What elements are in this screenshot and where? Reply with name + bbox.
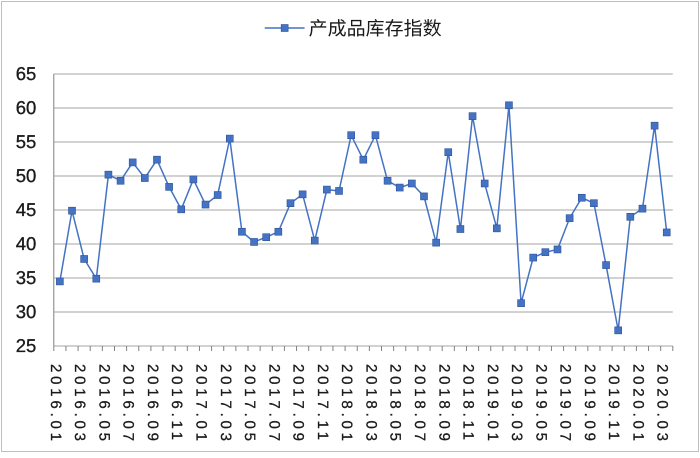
svg-text:产成品库存指数: 产成品库存指数 bbox=[309, 19, 442, 40]
svg-text:2019.07: 2019.07 bbox=[557, 364, 574, 445]
svg-text:2019.11: 2019.11 bbox=[605, 364, 622, 444]
svg-text:2016.03: 2016.03 bbox=[71, 364, 88, 445]
svg-text:2019.03: 2019.03 bbox=[508, 364, 525, 445]
svg-text:50: 50 bbox=[16, 165, 37, 186]
svg-text:2018.09: 2018.09 bbox=[435, 364, 452, 445]
svg-text:2017.11: 2017.11 bbox=[314, 364, 331, 444]
svg-text:2018.05: 2018.05 bbox=[387, 364, 404, 445]
svg-text:45: 45 bbox=[16, 199, 37, 220]
svg-text:2016.07: 2016.07 bbox=[120, 364, 137, 445]
svg-text:40: 40 bbox=[16, 233, 37, 254]
svg-text:2018.03: 2018.03 bbox=[362, 364, 379, 445]
svg-text:2019.01: 2019.01 bbox=[484, 364, 501, 445]
svg-text:65: 65 bbox=[16, 63, 37, 84]
svg-text:2016.09: 2016.09 bbox=[144, 364, 161, 445]
svg-text:2020.01: 2020.01 bbox=[629, 364, 646, 445]
svg-text:2016.11: 2016.11 bbox=[168, 364, 185, 444]
svg-text:25: 25 bbox=[16, 335, 37, 356]
svg-text:2020.03: 2020.03 bbox=[654, 364, 671, 445]
svg-text:55: 55 bbox=[16, 131, 37, 152]
svg-text:2017.09: 2017.09 bbox=[290, 364, 307, 445]
svg-text:2017.07: 2017.07 bbox=[265, 364, 282, 445]
svg-text:30: 30 bbox=[16, 301, 37, 322]
svg-text:2017.01: 2017.01 bbox=[193, 364, 210, 445]
svg-text:2018.07: 2018.07 bbox=[411, 364, 428, 445]
svg-text:2016.01: 2016.01 bbox=[47, 364, 64, 445]
svg-text:2019.09: 2019.09 bbox=[581, 364, 598, 445]
svg-text:2018.11: 2018.11 bbox=[460, 364, 477, 444]
svg-text:2019.05: 2019.05 bbox=[532, 364, 549, 445]
svg-text:35: 35 bbox=[16, 267, 37, 288]
svg-text:2016.05: 2016.05 bbox=[95, 364, 112, 445]
svg-text:60: 60 bbox=[16, 97, 37, 118]
svg-text:2017.03: 2017.03 bbox=[217, 364, 234, 445]
svg-text:2017.05: 2017.05 bbox=[241, 364, 258, 445]
svg-text:2018.01: 2018.01 bbox=[338, 364, 355, 445]
